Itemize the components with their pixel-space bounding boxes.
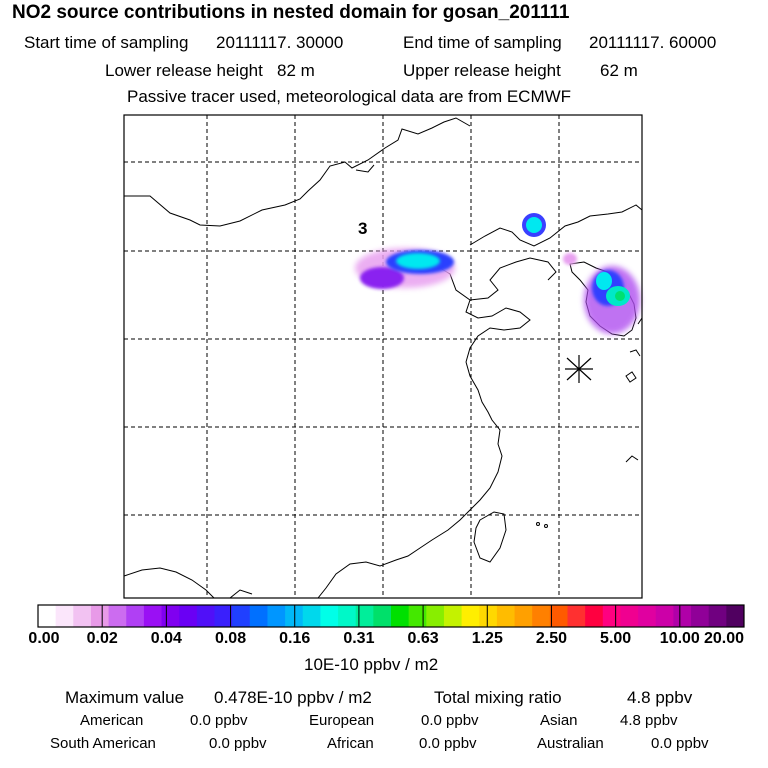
colorbar-cell xyxy=(655,605,674,627)
source-value-asian: 4.8 ppbv xyxy=(620,712,678,729)
colorbar-cell xyxy=(73,605,92,627)
colorbar-cell xyxy=(408,605,427,627)
map-title: NO2 source contributions in nested domai… xyxy=(12,2,570,23)
map-panel: 3 xyxy=(123,114,643,599)
colorbar-cell xyxy=(373,605,392,627)
max-value-label: Maximum value xyxy=(65,688,185,707)
colorbar-tick-label: 20.00 xyxy=(703,630,745,647)
source-name-european: European xyxy=(309,712,375,729)
graticule xyxy=(124,115,642,598)
colorbar-cell xyxy=(638,605,657,627)
colorbar-cell xyxy=(267,605,286,627)
colorbar-cell xyxy=(461,605,480,627)
colorbar-tick-label: 1.25 xyxy=(471,630,503,647)
colorbar-cell xyxy=(532,605,551,627)
colorbar-cell xyxy=(443,605,463,627)
colorbar-cell xyxy=(38,605,57,627)
plume-small xyxy=(563,253,577,265)
colorbar-cell xyxy=(708,605,727,627)
max-value: 0.478E-10 ppbv / m2 xyxy=(214,688,372,707)
colorbar-cell xyxy=(302,605,321,627)
colorbar-cell xyxy=(620,605,639,627)
colorbar-cell xyxy=(249,605,268,627)
source-value-european: 0.0 ppbv xyxy=(421,712,479,729)
colorbar-tick-label: 5.00 xyxy=(600,630,632,647)
lower-release-value: 82 m xyxy=(277,61,315,80)
colorbar-tick-label: 10.00 xyxy=(659,630,700,647)
colorbar-cell xyxy=(161,605,180,627)
colorbar-tick-label: 0.04 xyxy=(150,630,182,647)
end-time-label: End time of sampling xyxy=(403,33,562,52)
colorbar-cell xyxy=(214,605,233,627)
source-name-asian: Asian xyxy=(540,712,578,729)
source-value-australian: 0.0 ppbv xyxy=(651,735,709,752)
colorbar-tick-label: 0.00 xyxy=(28,630,60,647)
colorbar-cell xyxy=(55,605,74,627)
colorbar-cell xyxy=(108,605,127,627)
colorbar-cell xyxy=(126,605,145,627)
upper-release-label: Upper release height xyxy=(403,61,561,80)
colorbar-cell xyxy=(355,605,374,627)
start-time-value: 20111117. 30000 xyxy=(216,33,344,52)
colorbar-cell xyxy=(602,605,621,627)
colorbar-cell xyxy=(179,605,198,627)
colorbar-cell xyxy=(426,605,445,627)
colorbar-tick-label: 0.63 xyxy=(407,630,439,647)
colorbar-cell xyxy=(196,605,215,627)
star-receptor-icon xyxy=(565,355,593,383)
source-name-australian: Australian xyxy=(537,735,604,752)
source-name-american: American xyxy=(80,712,144,729)
source-name-south-american: South American xyxy=(50,735,156,752)
source-value-american: 0.0 ppbv xyxy=(190,712,248,729)
total-mixing-label: Total mixing ratio xyxy=(434,688,562,707)
colorbar xyxy=(37,604,745,628)
colorbar-cell xyxy=(338,605,357,627)
tracer-note: Passive tracer used, meteorological data… xyxy=(127,87,572,106)
total-mixing-value: 4.8 ppbv xyxy=(627,688,693,707)
colorbar-tick-label: 2.50 xyxy=(535,630,568,647)
plume-main xyxy=(355,248,455,289)
lower-release-label: Lower release height xyxy=(105,61,263,80)
source-value-african: 0.0 ppbv xyxy=(419,735,477,752)
colorbar-cell xyxy=(479,605,498,627)
colorbar-tick-label: 0.08 xyxy=(214,630,247,647)
colorbar-cell xyxy=(285,605,304,627)
colorbar-cell xyxy=(391,605,410,627)
colorbar-cell xyxy=(320,605,339,627)
colorbar-tick-label: 0.16 xyxy=(279,630,311,647)
colorbar-cell xyxy=(585,605,604,627)
colorbar-cell xyxy=(567,605,586,627)
source-value-south-american: 0.0 ppbv xyxy=(209,735,267,752)
plume-korea xyxy=(584,266,640,334)
colorbar-tick-label: 0.31 xyxy=(343,630,375,647)
colorbar-cell xyxy=(673,605,692,627)
colorbar-cell xyxy=(726,605,745,627)
end-time-value: 20111117. 60000 xyxy=(589,33,717,52)
colorbar-cell xyxy=(90,605,110,627)
colorbar-cell xyxy=(143,605,163,627)
source-name-african: African xyxy=(327,735,374,752)
plume-north xyxy=(522,213,546,237)
colorbar-cell xyxy=(496,605,516,627)
colorbar-unit: 10E-10 ppbv / m2 xyxy=(304,655,439,674)
colorbar-cell xyxy=(232,605,251,627)
plume-label: 3 xyxy=(358,219,367,238)
colorbar-tick-label: 0.02 xyxy=(86,630,118,647)
colorbar-cell xyxy=(549,605,568,627)
colorbar-cell xyxy=(691,605,710,627)
upper-release-value: 62 m xyxy=(600,61,638,80)
map-frame xyxy=(123,114,643,599)
start-time-label: Start time of sampling xyxy=(24,33,189,52)
colorbar-cell xyxy=(514,605,533,627)
